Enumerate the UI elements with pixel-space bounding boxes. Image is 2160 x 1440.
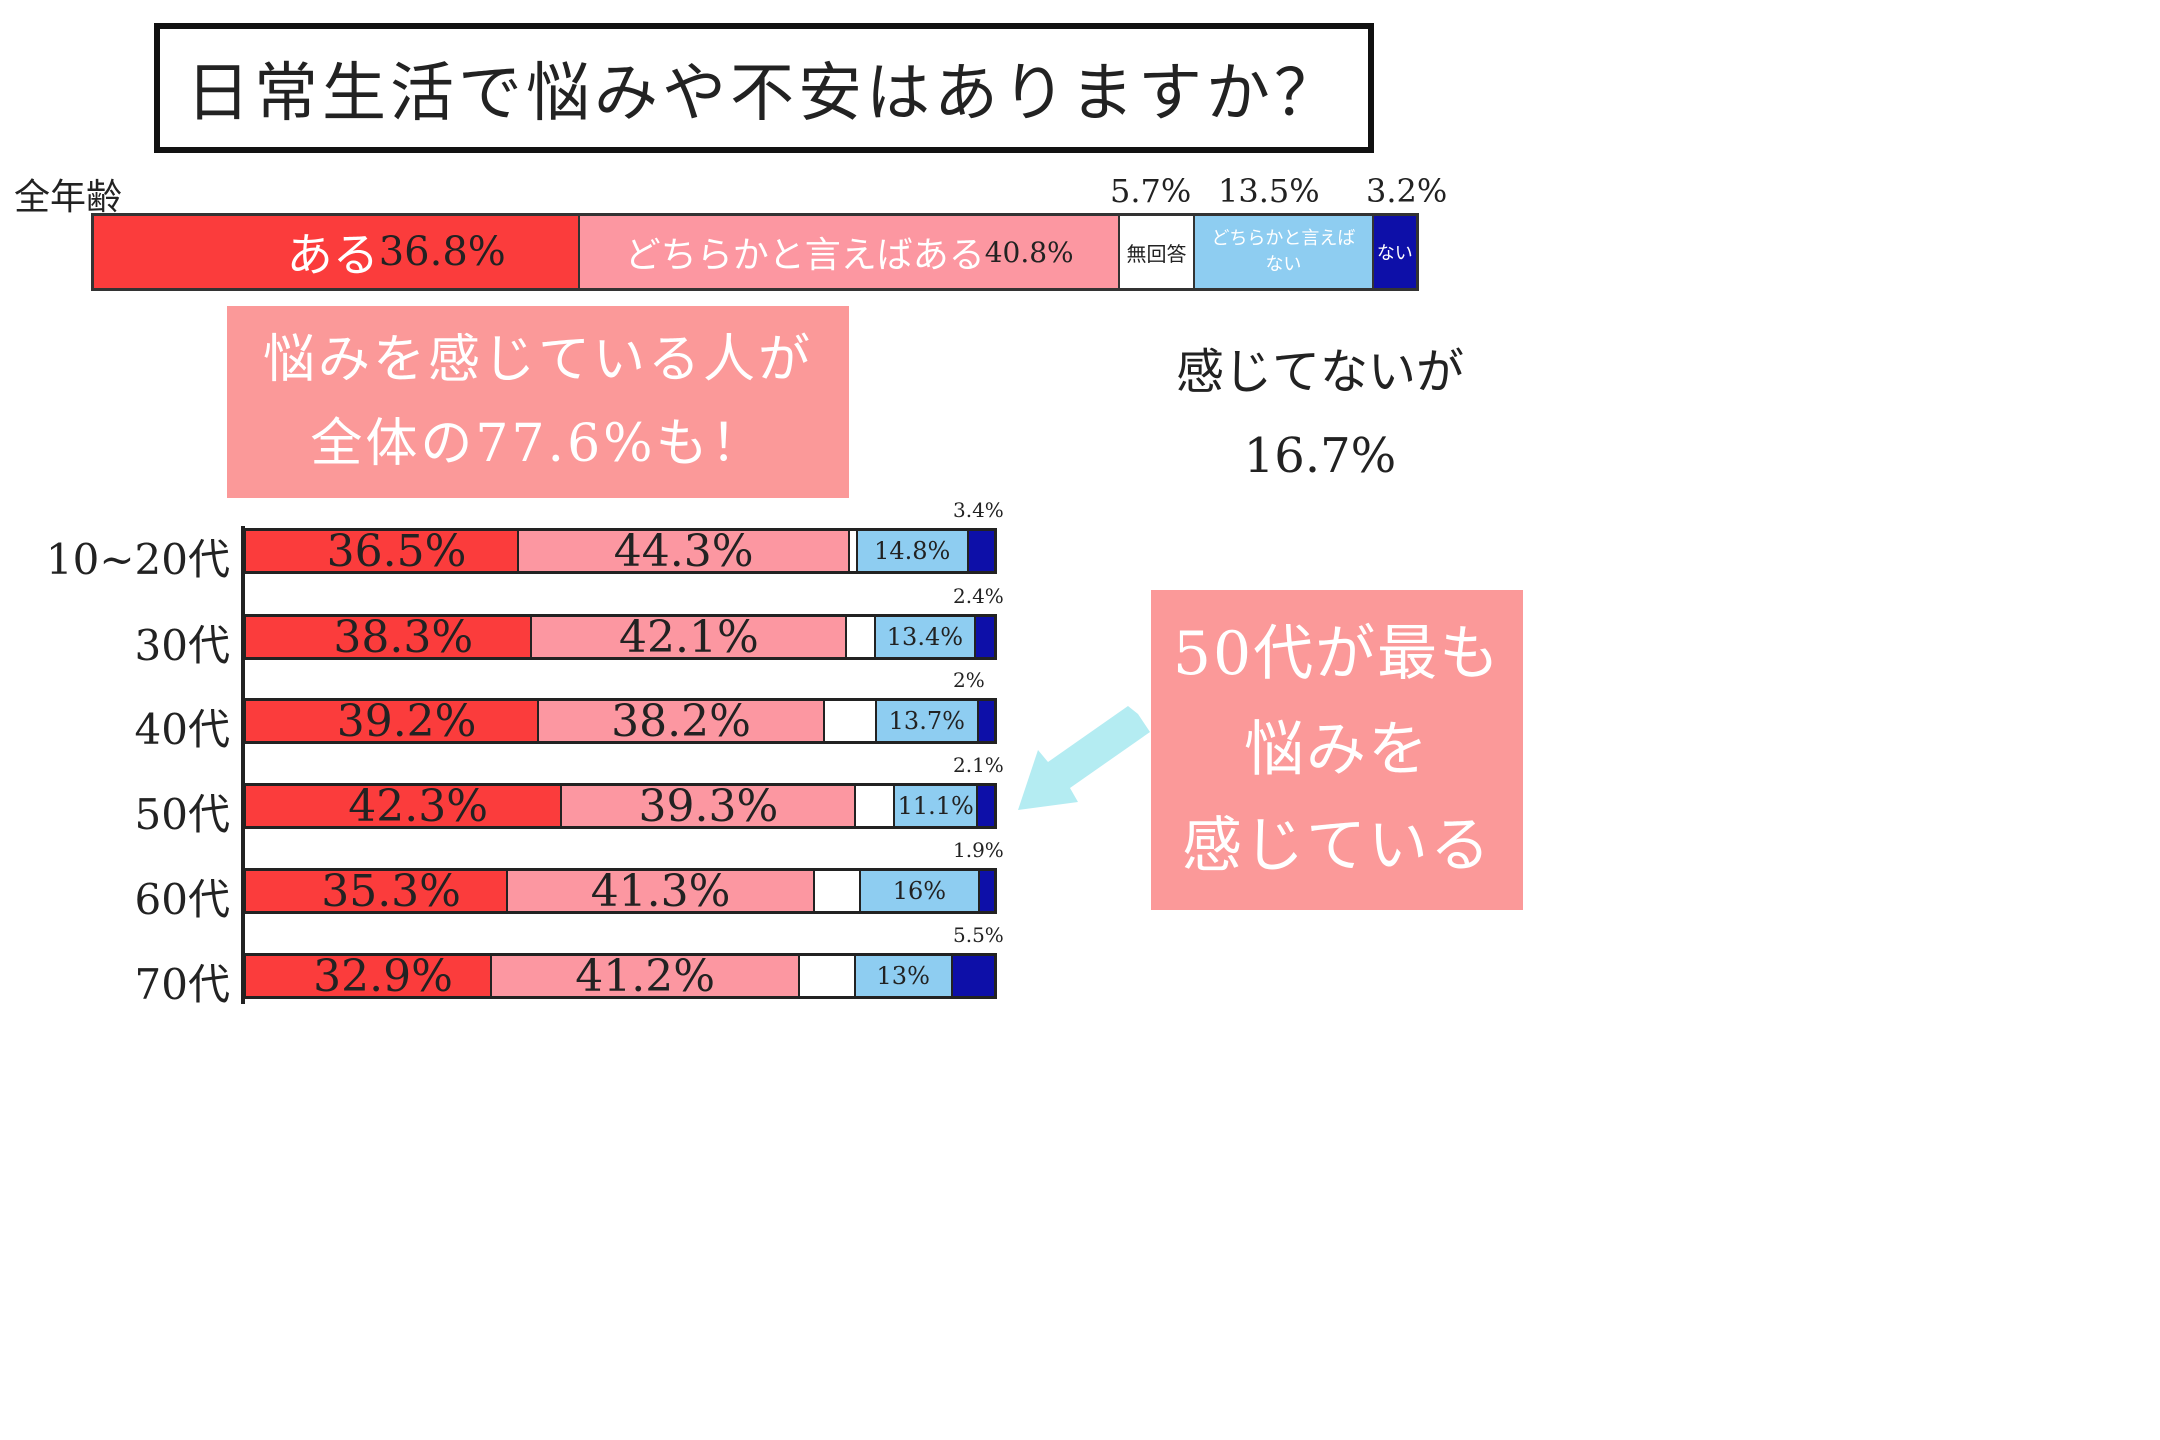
bar-segment-nai — [979, 871, 994, 911]
age-bar-50代: 42.3% 39.3% 11.1% — [243, 783, 997, 829]
bar-segment-dochira_nai: 13.4% — [875, 617, 977, 657]
bar-label-nai: 2% — [953, 668, 985, 692]
bar-segment-aru: 38.3% — [246, 617, 533, 657]
age-label: 10~20代 — [45, 535, 230, 584]
all-ages-mukaito-pct: 5.7% — [1110, 172, 1192, 210]
bar-segment-aru: 36.5% — [246, 531, 520, 571]
age-label: 40代 — [134, 705, 230, 754]
all-ages-aru-segment: ある 36.8% — [94, 216, 581, 288]
age-label: 50代 — [134, 790, 230, 839]
all-ages-dochira-aru-label: どちらかと言えばある — [624, 235, 985, 276]
bar-segment-aru: 39.2% — [246, 701, 540, 741]
all-ages-mukaito-segment: 無回答 — [1119, 216, 1196, 288]
age-bar-40代: 39.2% 38.2% 13.7% — [243, 698, 997, 744]
bar-segment-mukaito — [847, 617, 876, 657]
bar-label-dochira_nai: 13% — [876, 962, 930, 990]
bar-label-dochira_aru: 38.2% — [611, 701, 751, 741]
bar-label-dochira_aru: 41.2% — [575, 956, 716, 996]
all-ages-dochira-nai-label: どちらかと言えば ない — [1211, 228, 1356, 275]
bar-segment-nai — [968, 531, 994, 571]
bar-segment-mukaito — [856, 786, 896, 826]
bar-segment-aru: 35.3% — [246, 871, 509, 911]
bar-label-aru: 42.3% — [348, 786, 489, 826]
bar-label-dochira_nai: 16% — [892, 877, 947, 905]
chart-title-box: 日常生活で悩みや不安はありますか？ — [154, 23, 1374, 153]
all-ages-dochira-aru-value: 40.8% — [984, 235, 1074, 269]
bar-segment-dochira_aru: 42.1% — [532, 617, 848, 657]
bar-segment-dochira_nai: 16% — [861, 871, 980, 911]
bar-label-dochira_nai: 11.1% — [897, 792, 974, 820]
chart-title: 日常生活で悩みや不安はありますか？ — [186, 57, 1342, 131]
age-bar-30代: 38.3% 42.1% 13.4% — [243, 614, 997, 660]
bar-label-dochira_nai: 13.7% — [888, 707, 965, 735]
age-label: 60代 — [134, 875, 230, 924]
bar-label-dochira_aru: 41.3% — [590, 871, 731, 911]
bar-label-aru: 32.9% — [313, 956, 453, 996]
bar-label-dochira_aru: 39.3% — [638, 786, 779, 826]
all-ages-nai-pct: 3.2% — [1366, 172, 1448, 210]
bar-segment-dochira_nai: 13.7% — [876, 701, 980, 741]
bar-segment-mukaito — [800, 956, 856, 996]
all-ages-label: 全年齢 — [14, 177, 123, 218]
bar-segment-nai — [978, 786, 994, 826]
bar-segment-dochira_aru: 41.2% — [492, 956, 801, 996]
bar-label-nai: 5.5% — [953, 923, 1004, 947]
bar-label-nai: 3.4% — [953, 498, 1004, 522]
bar-label-nai: 2.4% — [953, 584, 1004, 608]
bar-segment-mukaito — [824, 701, 877, 741]
all-ages-dochira-aru-segment: どちらかと言えばある 40.8% — [580, 216, 1120, 288]
all-ages-aru-value: 36.8% — [378, 229, 506, 275]
bar-segment-dochira_nai: 13% — [855, 956, 953, 996]
all-ages-mukaito-label: 無回答 — [1126, 241, 1187, 266]
callout-not-feeling: 感じてないが 16.7% — [1140, 330, 1500, 498]
age-bar-10~20代: 36.5% 44.3% 14.8% — [243, 528, 997, 574]
callout-fifties-line3: 感じている — [1182, 811, 1492, 881]
bar-label-aru: 38.3% — [333, 617, 474, 657]
callout-77-percent: 悩みを感じている人が 全体の77.6%も！ — [227, 306, 849, 498]
all-ages-nai-segment: ない — [1373, 216, 1416, 288]
bar-segment-dochira_aru: 39.3% — [562, 786, 857, 826]
age-label: 70代 — [134, 960, 230, 1009]
bar-segment-dochira_nai: 14.8% — [857, 531, 969, 571]
age-bar-60代: 35.3% 41.3% 16% — [243, 868, 997, 914]
bar-label-nai: 2.1% — [953, 753, 1004, 777]
bar-segment-aru: 42.3% — [246, 786, 563, 826]
age-bar-70代: 32.9% 41.2% 13% — [243, 953, 997, 999]
callout-left-line1: 悩みを感じている人が — [262, 330, 813, 390]
bar-label-nai: 1.9% — [953, 838, 1004, 862]
bar-segment-nai — [979, 701, 994, 741]
callout-right-line1: 感じてないが — [1175, 344, 1464, 400]
age-label: 30代 — [134, 621, 230, 670]
callout-right-line2: 16.7% — [1243, 428, 1397, 484]
age-axis-line — [241, 526, 245, 1004]
all-ages-bar: ある 36.8% どちらかと言えばある 40.8% 無回答 どちらかと言えば な… — [91, 213, 1419, 291]
bar-label-dochira_nai: 14.8% — [874, 537, 951, 565]
bar-segment-dochira_aru: 41.3% — [508, 871, 815, 911]
bar-label-aru: 36.5% — [326, 531, 467, 571]
bar-segment-aru: 32.9% — [246, 956, 493, 996]
all-ages-dochira-nai-pct: 13.5% — [1218, 172, 1320, 210]
all-ages-nai-label: ない — [1376, 243, 1413, 264]
bar-label-dochira_aru: 44.3% — [613, 531, 754, 571]
bar-segment-nai — [952, 956, 994, 996]
callout-left-line2: 全体の77.6%も！ — [310, 414, 766, 474]
bar-segment-mukaito — [850, 531, 858, 571]
bar-label-dochira_nai: 13.4% — [886, 623, 964, 651]
callout-fifties-line1: 50代が最も — [1172, 619, 1502, 689]
arrow-icon — [1018, 706, 1150, 810]
bar-segment-dochira_aru: 38.2% — [539, 701, 825, 741]
bar-segment-dochira_aru: 44.3% — [519, 531, 851, 571]
all-ages-aru-label: ある — [286, 228, 379, 282]
callout-fifties: 50代が最も 悩みを 感じている — [1151, 590, 1523, 910]
callout-fifties-line2: 悩みを — [1244, 715, 1430, 785]
bar-label-aru: 35.3% — [321, 871, 461, 911]
all-ages-dochira-nai-segment: どちらかと言えば ない — [1195, 216, 1374, 288]
bar-label-aru: 39.2% — [336, 701, 477, 741]
bar-segment-nai — [976, 617, 994, 657]
bar-label-dochira_aru: 42.1% — [619, 617, 759, 657]
bar-segment-mukaito — [814, 871, 862, 911]
bar-segment-dochira_nai: 11.1% — [895, 786, 979, 826]
